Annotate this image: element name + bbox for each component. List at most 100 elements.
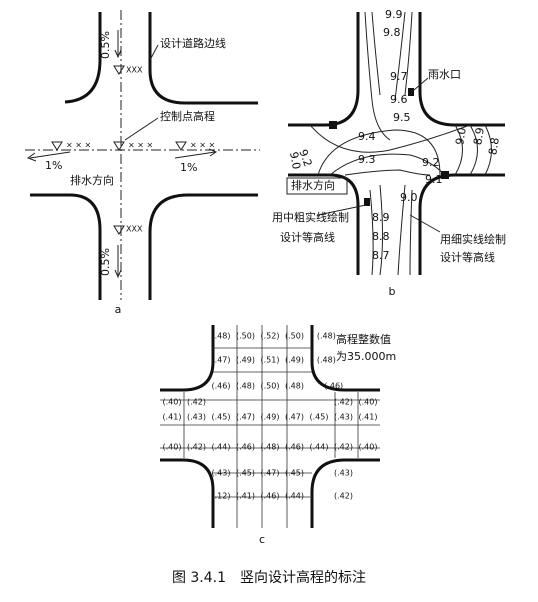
road-edge (310, 458, 380, 528)
contour (364, 11, 413, 141)
road-edge (148, 193, 258, 300)
elevation-value: (.42) (334, 443, 353, 452)
elevation-value: (.40) (163, 443, 182, 452)
panel-b: 9.9 9.8 9.7 9.6 9.5 9.4 9.3 9.2 9.1 9.0 … (272, 8, 506, 298)
elevation-value: (.46) (236, 443, 255, 452)
callout: 设计等高线 (280, 230, 335, 244)
contour-label: 9.2 (422, 156, 440, 169)
elevation-value: (.42) (334, 398, 353, 407)
marker: × × × (128, 141, 153, 150)
inlet (364, 198, 370, 206)
inlet (408, 88, 414, 96)
slope-label: 1% (45, 159, 62, 172)
elevation-value: (.47) (212, 356, 231, 365)
contour-label: 8.9 (471, 127, 487, 146)
marker: XXX (126, 66, 143, 75)
contour-label: 9.5 (393, 111, 411, 124)
arrow (114, 30, 122, 59)
inlet (329, 121, 337, 129)
inlet (441, 171, 449, 179)
elevation-value: (.48) (317, 332, 336, 341)
panel-a: 0.5% 设计道路边线 XXX 控制点高程 × × × × × × × × × … (25, 10, 260, 316)
road-edge (310, 325, 380, 392)
contour (309, 124, 471, 176)
road-edge (288, 12, 360, 127)
elevation-value: (.40) (163, 398, 182, 407)
elevation-value: (.47) (285, 413, 304, 422)
elevation-value: (.43) (212, 469, 231, 478)
arrow (174, 148, 218, 159)
leader (149, 44, 159, 61)
callout: 排水方向 (70, 173, 114, 187)
panel-c: 高程整数值 为35.000m c (.48) (.50) (.52) (.50) (.4… (160, 325, 396, 546)
elevation-value: (.47) (261, 469, 280, 478)
elevation-value: (.48) (236, 382, 255, 391)
contour-label: 8.8 (372, 230, 390, 243)
contour-label: 8.7 (372, 249, 390, 262)
contour-label: 9.4 (358, 130, 376, 143)
contour-label: 9.3 (358, 153, 376, 166)
callout: 设计等高线 (440, 250, 495, 264)
contour-label: 9.7 (390, 70, 408, 83)
slope-label: 0.5% (99, 31, 112, 59)
note: 为35.000m (336, 350, 396, 363)
elevation-value: (.43) (187, 413, 206, 422)
contour-label: 9.8 (383, 26, 401, 39)
road-edge (418, 173, 505, 275)
slope-label: 0.5% (99, 248, 112, 276)
note: 高程整数值 (336, 332, 391, 346)
contour (454, 124, 492, 176)
callout-box (286, 177, 348, 195)
callout: 用中粗实线绘制 (272, 210, 349, 224)
elevation-value: (.45) (285, 469, 304, 478)
arrow (114, 245, 122, 279)
marker: × × × (66, 141, 91, 150)
elevation-value: (.44) (310, 443, 329, 452)
elevation-value: (.40) (359, 443, 378, 452)
elevation-value: (.52) (261, 332, 280, 341)
contour-label: 8.8 (486, 137, 502, 156)
elevation-value: (.49) (261, 413, 280, 422)
elevation-value: (.47) (236, 413, 255, 422)
elevation-value: (.40) (359, 398, 378, 407)
elevation-value: (.45) (310, 413, 329, 422)
contour-label: 9.2 (296, 148, 314, 169)
elevation-value: (.46) (285, 443, 304, 452)
panel-label: a (115, 303, 122, 316)
elevation-value: (.51) (261, 356, 280, 365)
elevation-value: (.49) (236, 356, 255, 365)
contour-label: 9.6 (390, 93, 408, 106)
callout: 控制点高程 (160, 109, 215, 123)
contour-label: 9.0 (453, 127, 469, 146)
road-edge (160, 325, 215, 392)
road-edge (148, 12, 258, 105)
contour-label: 8.9 (372, 211, 390, 224)
road-edge (64, 12, 102, 104)
elevation-value: (.48) (317, 356, 336, 365)
elevation-value: (.41) (163, 413, 182, 422)
callout: 排水方向 (291, 178, 335, 192)
contour-label: 9.1 (425, 173, 443, 186)
panel-label: b (389, 285, 396, 298)
elevation-value: (.42) (187, 398, 206, 407)
elevation-value: (.46) (324, 382, 343, 391)
elevation-value: (.43) (334, 469, 353, 478)
contour-label: 9.0 (287, 151, 303, 170)
marker: × × × (190, 141, 215, 150)
elevation-value: (.46) (212, 382, 231, 391)
panel-label: c (259, 533, 265, 546)
elevation-value: (.50) (261, 382, 280, 391)
arrow (26, 151, 71, 162)
elevation-value: (.48) (212, 332, 231, 341)
elevation-value: (.48) (261, 443, 280, 452)
slope-label: 1% (180, 161, 197, 174)
leader (124, 117, 159, 141)
elevation-value: (.45) (212, 413, 231, 422)
contour-label: 9.0 (400, 191, 418, 204)
road-edge (418, 12, 505, 127)
elevation-value: (.49) (285, 356, 304, 365)
elevation-value: (.42) (187, 443, 206, 452)
contour-label: 9.9 (385, 8, 403, 21)
elevation-value: (.46) (261, 492, 280, 501)
